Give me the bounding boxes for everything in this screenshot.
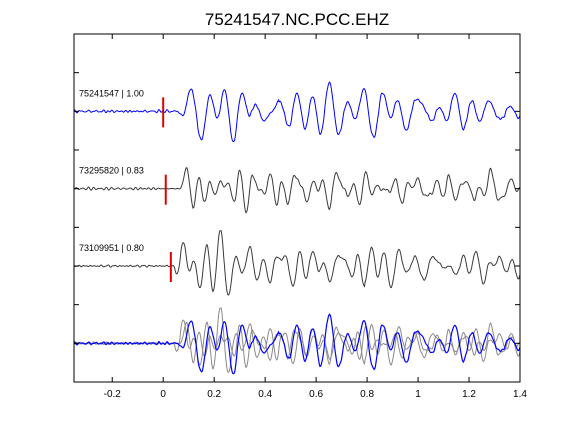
trace-3	[73, 230, 521, 296]
trace-2	[73, 167, 520, 214]
x-tick-label: 0.8	[360, 389, 374, 400]
x-tick-label: 1.2	[462, 389, 476, 400]
ticks-layer: -0.2 0 0.2 0.4 0.6 0.8 1 1.2 1.4	[74, 34, 527, 400]
x-tick-label: 0.6	[309, 389, 323, 400]
trace-label-2: 73295820 | 0.83	[79, 166, 144, 176]
x-tick-label: 1	[415, 389, 421, 400]
overlay-trace-2	[73, 307, 521, 374]
trace-labels-layer: 75241547 | 1.00 73295820 | 0.83 73109951 |…	[79, 88, 144, 253]
x-tick-label: 1.4	[513, 389, 527, 400]
chart-title: 75241547.NC.PCC.EHZ	[205, 10, 389, 29]
overlay-trace-master	[73, 313, 521, 375]
x-tick-label: 0.4	[258, 389, 272, 400]
overlay-trace-1	[73, 321, 520, 369]
traces-layer	[73, 81, 521, 375]
trace-1	[73, 81, 521, 143]
trace-label-3: 73109951 | 0.80	[79, 243, 144, 253]
axes-box	[73, 33, 521, 383]
x-tick-label: 0.2	[207, 389, 221, 400]
x-tick-label: -0.2	[104, 389, 122, 400]
x-tick-label: 0	[160, 389, 166, 400]
trace-label-1: 75241547 | 1.00	[79, 88, 144, 98]
